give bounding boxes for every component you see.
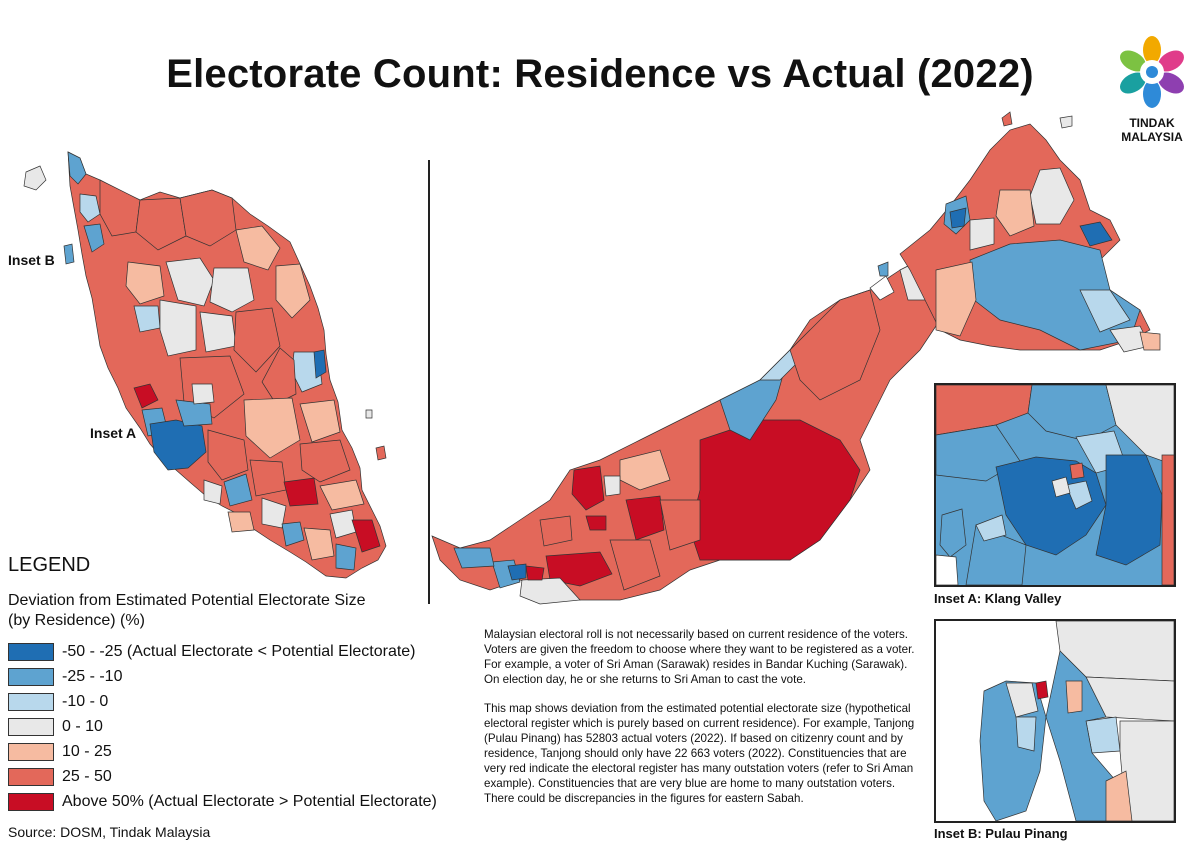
east-malaysia-map bbox=[431, 111, 1161, 605]
page-title: Electorate Count: Residence vs Actual (2… bbox=[166, 52, 1034, 96]
legend-item: 10 - 25 bbox=[8, 739, 468, 764]
source-note: Source: DOSM, Tindak Malaysia bbox=[8, 824, 211, 840]
legend-swatch bbox=[8, 692, 54, 711]
map-divider bbox=[428, 160, 430, 604]
legend-subtitle: Deviation from Estimated Potential Elect… bbox=[8, 591, 468, 631]
legend-title: LEGEND bbox=[8, 554, 91, 576]
legend-swatch bbox=[8, 642, 54, 661]
legend-item-label: Above 50% (Actual Electorate > Potential… bbox=[62, 792, 437, 810]
explanatory-notes: Malaysian electoral roll is not necessar… bbox=[484, 627, 924, 820]
tindak-malaysia-logo: TINDAK MALAYSIA bbox=[1108, 30, 1196, 150]
legend-swatch bbox=[8, 742, 54, 761]
legend-item: -10 - 0 bbox=[8, 689, 468, 714]
legend-item: Above 50% (Actual Electorate > Potential… bbox=[8, 789, 468, 814]
legend-item: -25 - -10 bbox=[8, 664, 468, 689]
map-label-inset-a: Inset A bbox=[90, 425, 137, 441]
legend-item-label: 25 - 50 bbox=[62, 767, 112, 785]
legend-item: 25 - 50 bbox=[8, 764, 468, 789]
inset-b-map bbox=[936, 621, 1174, 821]
inset-b-caption: Inset B: Pulau Pinang bbox=[934, 826, 1068, 841]
inset-a-map bbox=[936, 385, 1174, 585]
legend-swatch bbox=[8, 792, 54, 811]
peninsular-malaysia-map bbox=[23, 151, 387, 579]
map-label-inset-b: Inset B bbox=[8, 252, 55, 268]
legend-subtitle-line-2: (by Residence) (%) bbox=[8, 612, 145, 629]
notes-paragraph-1: Malaysian electoral roll is not necessar… bbox=[484, 628, 915, 686]
legend-swatch bbox=[8, 717, 54, 736]
inset-a-frame bbox=[934, 383, 1176, 587]
tindak-malaysia-flower-icon bbox=[1120, 36, 1184, 108]
inset-b-frame bbox=[934, 619, 1176, 823]
legend-item: -50 - -25 (Actual Electorate < Potential… bbox=[8, 639, 468, 664]
legend: LEGEND Deviation from Estimated Potentia… bbox=[8, 554, 468, 814]
legend-item-label: -10 - 0 bbox=[62, 692, 109, 710]
logo-line-2: MALAYSIA bbox=[1121, 130, 1183, 144]
legend-swatch bbox=[8, 667, 54, 686]
legend-item-label: 0 - 10 bbox=[62, 717, 103, 735]
legend-swatch bbox=[8, 767, 54, 786]
logo-line-1: TINDAK bbox=[1129, 116, 1175, 130]
legend-subtitle-line-1: Deviation from Estimated Potential Elect… bbox=[8, 592, 366, 609]
notes-paragraph-2: This map shows deviation from the estima… bbox=[484, 702, 915, 805]
inset-a-caption: Inset A: Klang Valley bbox=[934, 591, 1062, 606]
legend-item-label: -50 - -25 (Actual Electorate < Potential… bbox=[62, 642, 416, 660]
legend-item: 0 - 10 bbox=[8, 714, 468, 739]
logo-text: TINDAK MALAYSIA bbox=[1108, 116, 1196, 144]
legend-item-label: 10 - 25 bbox=[62, 742, 112, 760]
legend-item-label: -25 - -10 bbox=[62, 667, 123, 685]
